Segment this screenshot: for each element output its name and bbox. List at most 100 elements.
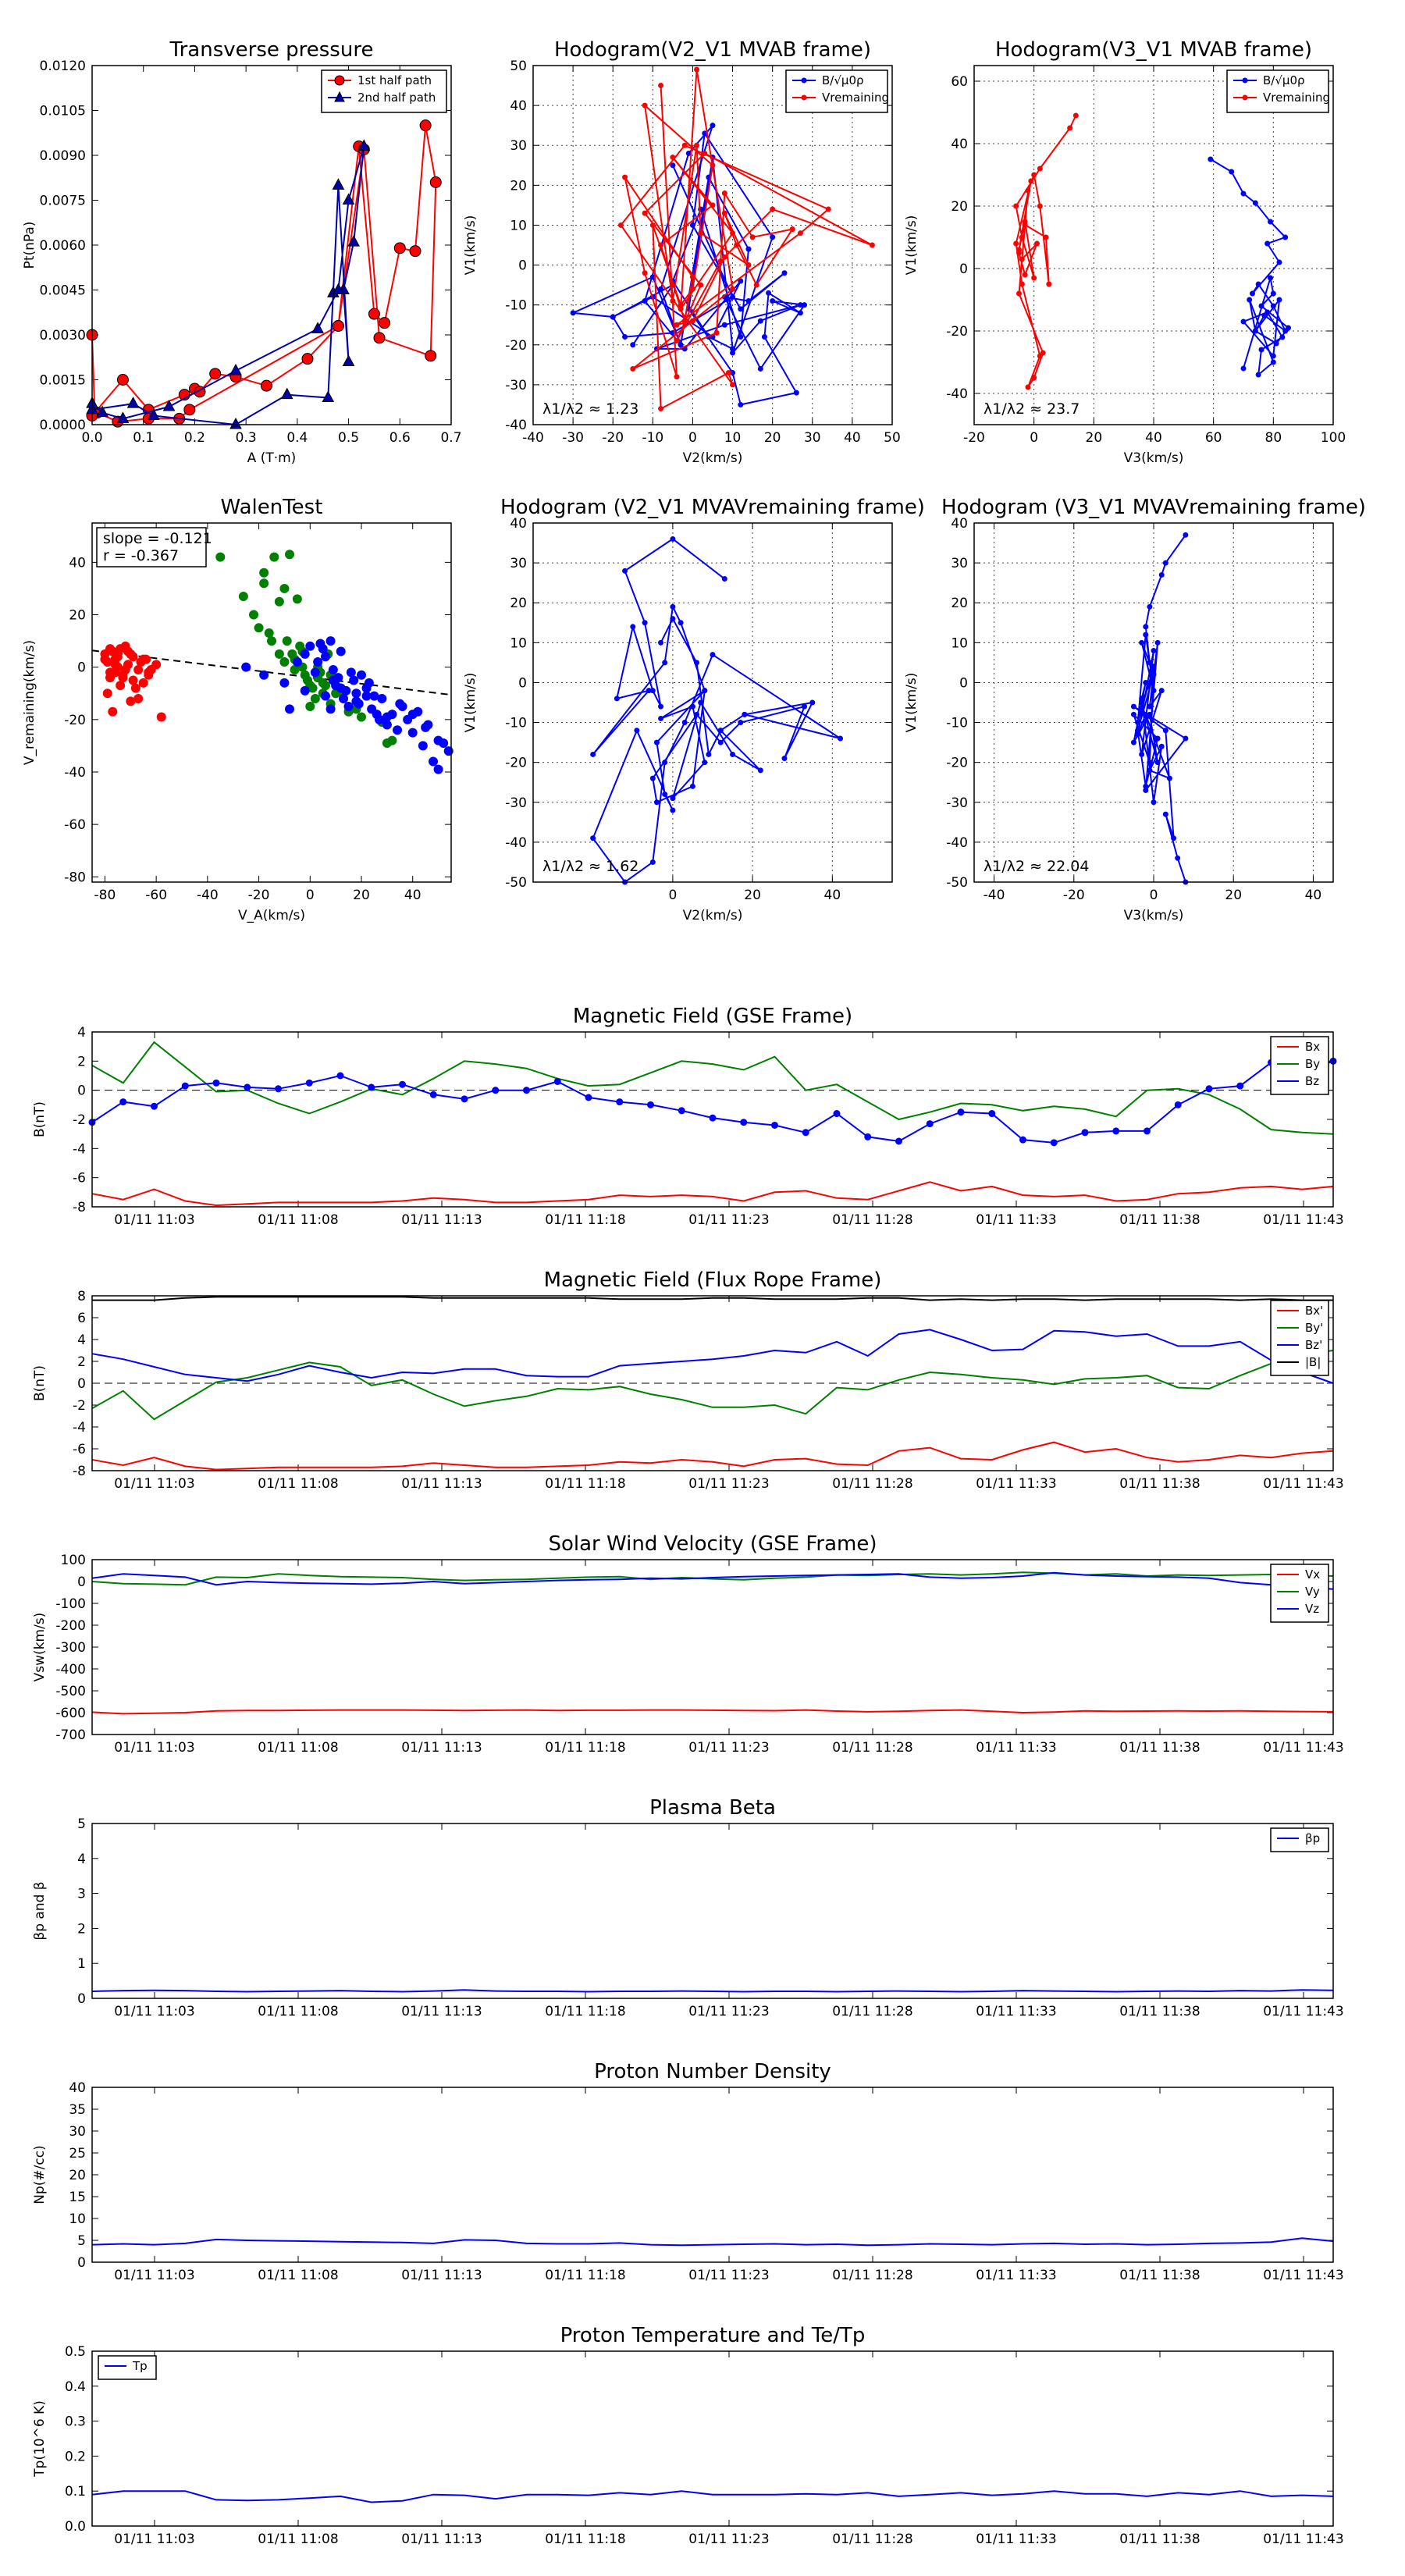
x-axis-label: V3(km/s)	[1124, 450, 1184, 466]
data-point	[279, 656, 290, 667]
data-point	[809, 699, 816, 706]
data-point	[1022, 222, 1028, 228]
data-point	[300, 685, 310, 696]
data-point	[689, 274, 695, 280]
time-tick-label: 01/11 11:08	[258, 2268, 338, 2283]
data-point	[674, 322, 680, 328]
plot-frame	[91, 522, 452, 883]
data-point	[305, 641, 315, 651]
series-line-0	[91, 1989, 1334, 1993]
data-point	[336, 646, 346, 656]
data-point	[662, 760, 668, 766]
data-point	[209, 368, 222, 380]
time-tick-label: 01/11 11:38	[1119, 1740, 1200, 1756]
chart-title: Proton Number Density	[594, 2060, 831, 2083]
data-point	[347, 235, 360, 247]
y-axis-label: Pt(nPa)	[22, 222, 37, 269]
y-tick-label: 0.0000	[40, 418, 86, 433]
data-point	[694, 142, 700, 148]
data-point	[670, 807, 676, 813]
y-tick-label: 2	[77, 1354, 86, 1370]
data-point	[1135, 731, 1141, 738]
data-point	[649, 859, 656, 865]
time-tick-label: 01/11 11:43	[1263, 1740, 1343, 1756]
y-tick-label: 2	[77, 1921, 86, 1937]
data-point	[156, 712, 166, 722]
legend-label: By'	[1305, 1321, 1323, 1335]
data-point	[259, 670, 269, 680]
data-point	[721, 576, 727, 582]
data-point	[585, 1094, 592, 1101]
data-point	[1258, 347, 1264, 353]
legend-box	[1270, 1827, 1329, 1852]
legend-marker	[801, 94, 807, 101]
y-axis-label: Vsw(km/s)	[32, 1613, 48, 1682]
data-point	[674, 338, 680, 344]
legend-label: Tp	[132, 2359, 148, 2373]
data-point	[318, 678, 328, 688]
data-point	[1025, 384, 1031, 390]
time-tick-label: 01/11 11:03	[114, 1740, 194, 1756]
data-point	[895, 1137, 902, 1145]
y-tick-label: -20	[946, 324, 968, 340]
x-tick-label: -20	[963, 430, 985, 446]
time-tick-label: 01/11 11:33	[976, 2004, 1056, 2019]
series-1	[86, 139, 371, 429]
data-point	[694, 660, 700, 666]
data-point	[1143, 783, 1149, 789]
data-point	[387, 735, 397, 745]
data-point	[342, 193, 355, 205]
data-point	[429, 176, 442, 188]
data-point	[653, 739, 660, 745]
data-point	[279, 583, 290, 593]
data-point	[988, 1110, 996, 1118]
data-point	[717, 728, 724, 734]
x-tick-label: 20	[1086, 430, 1103, 446]
data-point	[1268, 275, 1273, 281]
legend-label: βp	[1305, 1831, 1320, 1845]
data-point	[694, 711, 700, 717]
x-tick-label: 40	[824, 888, 841, 903]
data-point	[864, 1133, 872, 1140]
y-axis-label: V1(km/s)	[904, 673, 919, 733]
data-point	[305, 702, 315, 712]
x-tick-label: 0.7	[440, 430, 461, 446]
data-point	[357, 139, 371, 151]
time-tick-label: 01/11 11:13	[401, 1212, 482, 1228]
y-tick-label: 40	[951, 516, 968, 532]
data-point	[702, 150, 708, 156]
y-tick-label: -2	[73, 1398, 86, 1414]
legend-label: Bx'	[1305, 1304, 1323, 1318]
data-point	[259, 568, 269, 578]
data-point	[439, 738, 449, 749]
plot-frame	[91, 1823, 1334, 1999]
legend-box	[98, 2355, 157, 2380]
y-tick-label: -20	[505, 756, 527, 771]
series-0	[1208, 156, 1291, 378]
y-tick-label: 6	[77, 1311, 86, 1326]
data-point	[1183, 735, 1189, 742]
data-point	[523, 1087, 530, 1094]
y-tick-label: 40	[69, 555, 86, 571]
data-point	[689, 318, 695, 324]
data-point	[144, 670, 154, 680]
x-tick-label: 20	[764, 430, 781, 446]
chart-title: Hodogram (V2_V1 MVAVremaining frame)	[500, 496, 925, 519]
y-tick-label: -6	[73, 1442, 86, 1457]
y-tick-label: 10	[69, 2211, 86, 2227]
data-point	[1174, 1101, 1182, 1108]
y-tick-label: 0.0120	[40, 59, 86, 74]
legend-label: Bx	[1305, 1040, 1320, 1054]
y-tick-label: 30	[510, 556, 527, 571]
data-point	[279, 678, 290, 688]
chart-title: Hodogram(V3_V1 MVAB frame)	[995, 38, 1312, 62]
data-point	[670, 603, 676, 610]
y-axis-label: βp and β	[32, 1881, 48, 1940]
chart-title: Solar Wind Velocity (GSE Frame)	[548, 1532, 877, 1556]
x-axis-label: A (T·m)	[247, 450, 297, 466]
y-tick-label: 0.0	[65, 2519, 86, 2535]
data-point	[311, 322, 324, 333]
data-point	[1154, 760, 1161, 766]
data-point	[1147, 603, 1153, 610]
